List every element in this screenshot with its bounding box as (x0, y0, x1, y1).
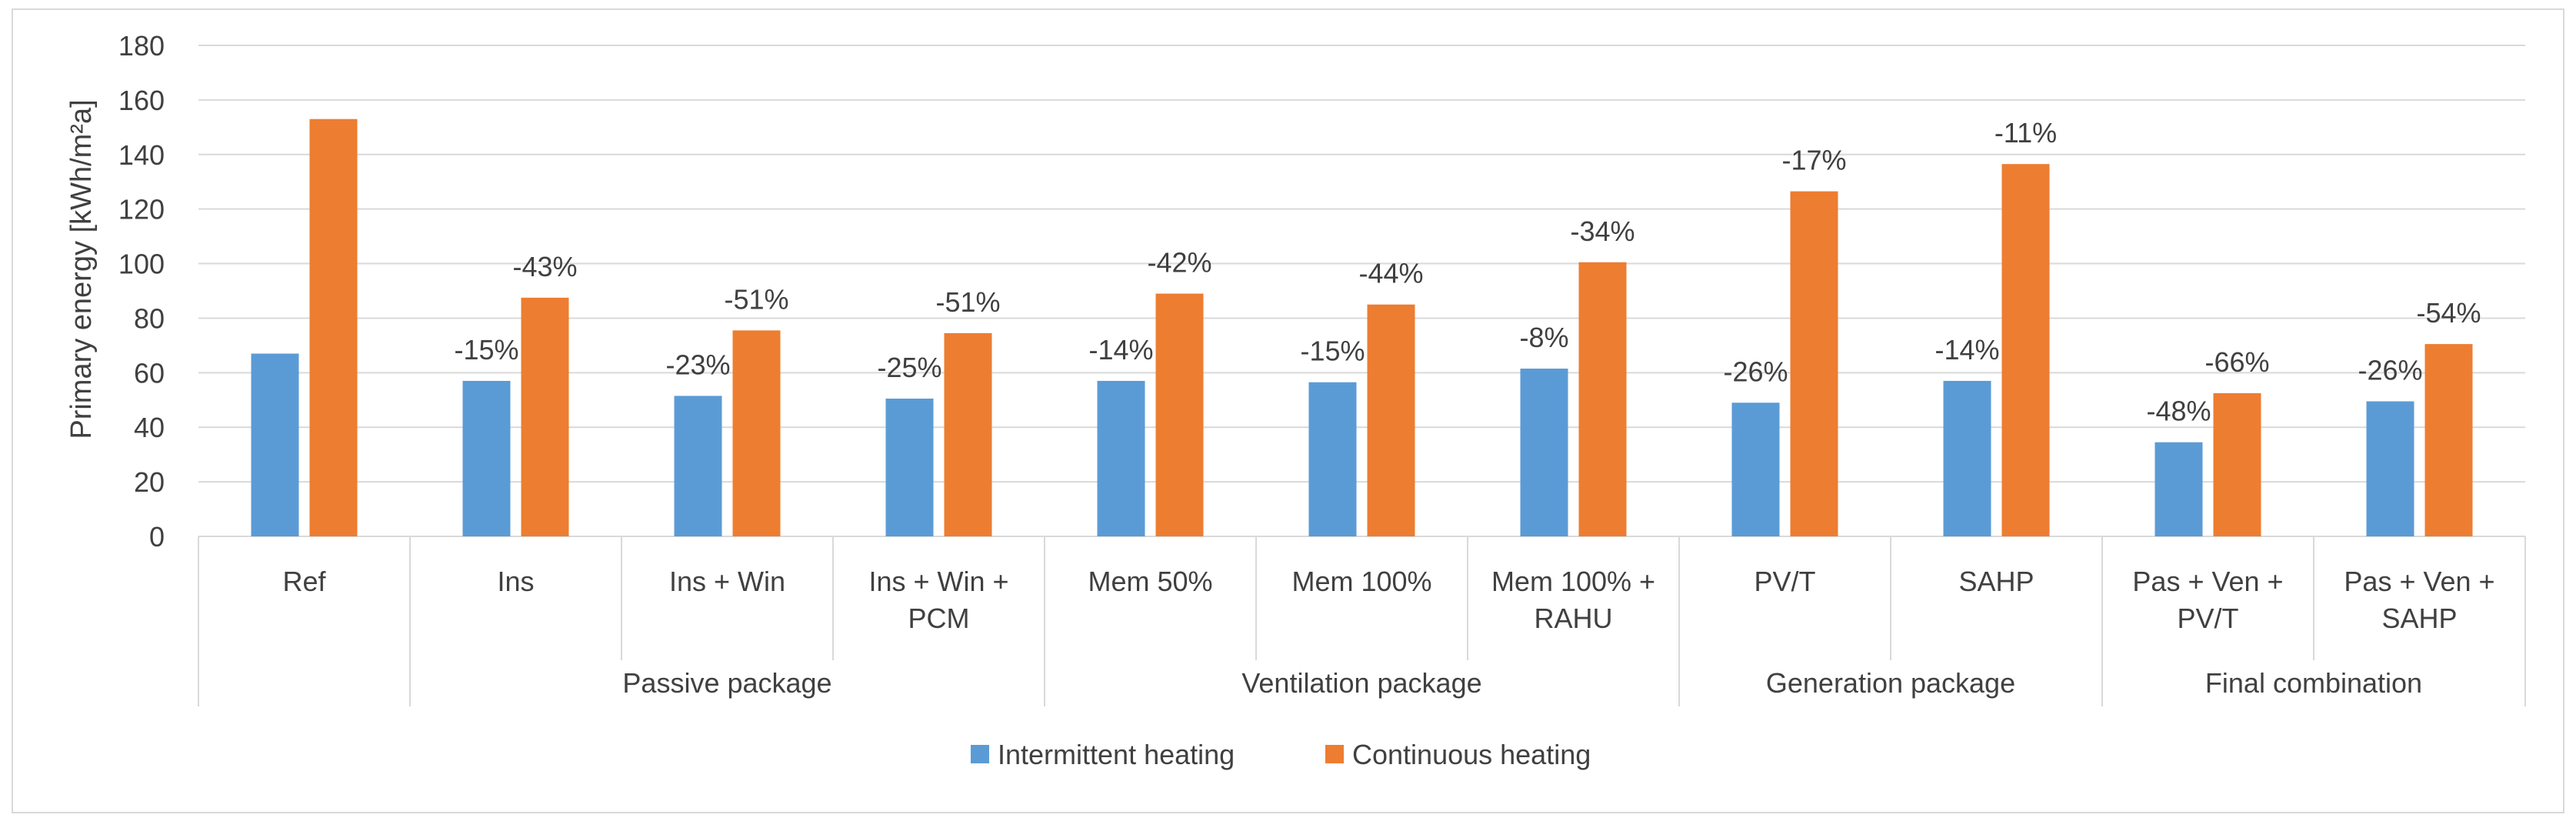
bar-continuous (1367, 304, 1415, 536)
y-tick-labels: 0 20 40 60 80 100 120 140 160 180 (118, 30, 165, 553)
category-label: Pas + Ven + (2132, 566, 2283, 597)
y-tick-label: 100 (118, 249, 165, 280)
data-label: -15% (454, 334, 518, 366)
category-label: Mem 100% + (1491, 566, 1655, 597)
data-label: -14% (1934, 334, 1999, 366)
data-label: -66% (2204, 346, 2269, 378)
group-label: Ventilation package (1241, 667, 1481, 699)
bar-continuous (944, 332, 992, 536)
bar-intermittent (674, 396, 722, 536)
y-tick-label: 140 (118, 139, 165, 171)
data-label: -14% (1088, 334, 1153, 366)
legend-swatch (971, 745, 989, 763)
x-category-labels: Ref Ins Ins + Win Ins + Win + PCM Mem 50% Mem … (282, 566, 2494, 634)
data-label: -11% (1994, 117, 2057, 149)
y-tick-label: 0 (149, 521, 165, 553)
legend: Intermittent heating Continuous heating (971, 739, 1591, 770)
data-label: -51% (935, 286, 1000, 318)
bars (251, 119, 2473, 536)
category-label: SAHP (2381, 603, 2457, 634)
y-axis-title: Primary energy [kWh/m²a] (65, 99, 98, 439)
category-label: Mem 100% (1291, 566, 1431, 597)
category-label: Ref (282, 566, 326, 597)
y-tick-label: 120 (118, 194, 165, 225)
category-label: Ins + Win (669, 566, 785, 597)
category-label: SAHP (1958, 566, 2034, 597)
bar-intermittent (1520, 369, 1568, 536)
category-label: RAHU (1534, 603, 1612, 634)
data-label: -34% (1570, 215, 1635, 247)
data-labels: -15% -23% -25% -14% -15% -8% -26% -14% -48% -26% -… (454, 117, 2481, 427)
bar-continuous (521, 297, 569, 536)
data-label: -48% (2146, 396, 2211, 427)
bar-intermittent (2366, 401, 2414, 536)
data-label: -25% (877, 352, 941, 383)
bar-intermittent (462, 380, 511, 536)
data-label: -17% (1781, 145, 1846, 176)
category-label: Ins (497, 566, 534, 597)
group-label: Generation package (1766, 667, 2015, 699)
axis-lines (198, 536, 2526, 706)
x-group-labels: Passive package Ventilation package Genera… (622, 667, 2422, 699)
bar-intermittent (1731, 402, 1780, 536)
bar-continuous (732, 330, 781, 536)
bar-intermittent (885, 399, 934, 536)
legend-label: Continuous heating (1352, 739, 1591, 770)
data-label: -51% (724, 283, 788, 315)
category-label: Pas + Ven + (2344, 566, 2494, 597)
y-tick-label: 20 (134, 466, 165, 498)
bar-intermittent (251, 353, 299, 536)
group-label: Final combination (2205, 667, 2422, 699)
data-label: -44% (1358, 258, 1423, 289)
bar-intermittent (1308, 382, 1357, 536)
chart-border (12, 8, 2564, 813)
data-label: -54% (2416, 297, 2481, 329)
data-label: -15% (1300, 336, 1365, 367)
bar-continuous (1578, 262, 1627, 536)
bar-continuous (2001, 164, 2050, 536)
y-tick-label: 80 (134, 302, 165, 334)
y-tick-label: 180 (118, 30, 165, 62)
bar-continuous (1155, 293, 1204, 536)
data-label: -26% (1723, 356, 1788, 387)
group-label: Passive package (622, 667, 831, 699)
bar-continuous (2213, 392, 2261, 536)
legend-swatch (1325, 745, 1344, 763)
gridlines (198, 45, 2525, 537)
category-label: Ins + Win + (868, 566, 1008, 597)
data-label: -42% (1147, 247, 1211, 279)
bar-continuous (309, 119, 358, 536)
data-label: -43% (512, 251, 577, 282)
y-tick-label: 60 (134, 357, 165, 389)
bar-continuous (2424, 344, 2473, 536)
bar-intermittent (2154, 442, 2203, 536)
y-tick-label: 40 (134, 412, 165, 443)
data-label: -8% (1519, 322, 1568, 353)
y-tick-label: 160 (118, 85, 165, 116)
data-label: -26% (2358, 355, 2422, 386)
category-label: PV/T (1754, 566, 1815, 597)
bar-intermittent (1943, 380, 1991, 536)
data-label: -23% (665, 349, 730, 380)
legend-label: Intermittent heating (998, 739, 1235, 770)
category-label: PV/T (2177, 603, 2238, 634)
bar-intermittent (1097, 380, 1145, 536)
category-label: Mem 50% (1088, 566, 1212, 597)
category-label: PCM (908, 603, 970, 634)
bar-continuous (1790, 191, 1838, 536)
